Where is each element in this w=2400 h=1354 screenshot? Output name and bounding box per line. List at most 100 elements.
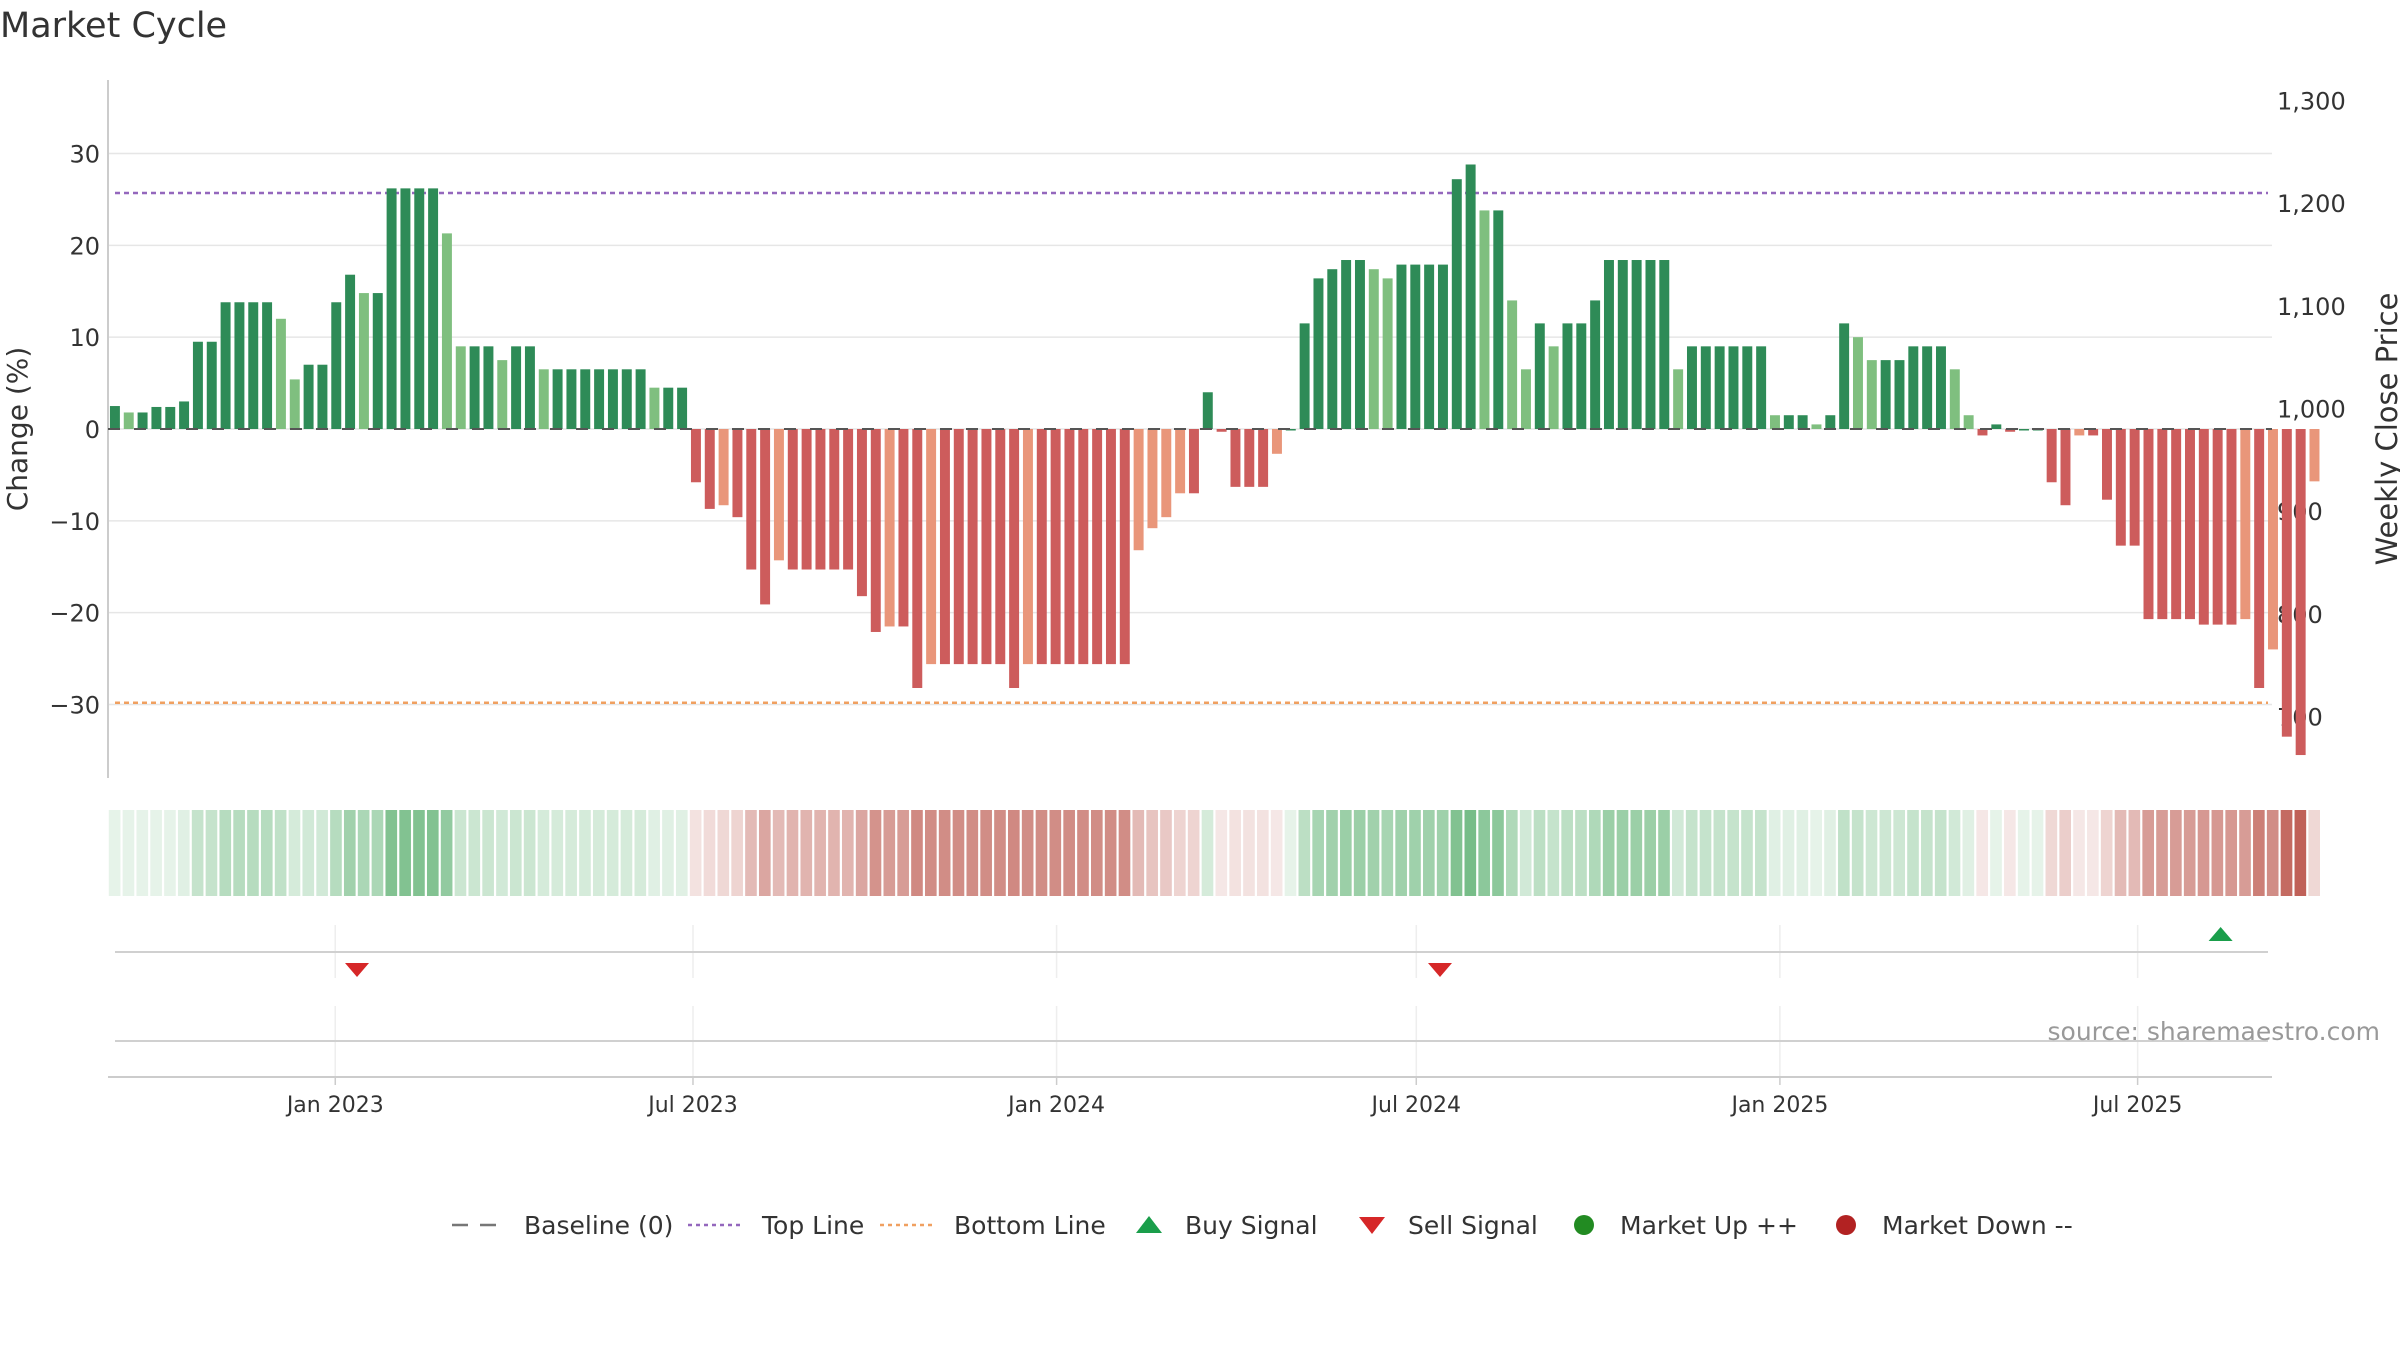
bar <box>677 387 688 429</box>
cycle-cell <box>2100 810 2113 896</box>
bar <box>151 406 162 429</box>
bar <box>773 429 784 561</box>
y-tick-label: −20 <box>49 600 100 628</box>
source-text: source: sharemaestro.com <box>2048 1017 2381 1046</box>
y-tick-label: −10 <box>49 508 100 536</box>
cycle-cell <box>247 810 259 896</box>
cycle-cell <box>1312 810 1324 896</box>
bar <box>1714 346 1725 429</box>
sell-signal-marker <box>345 963 370 977</box>
bar <box>1645 260 1656 429</box>
cycle-cell <box>1174 810 1186 896</box>
bar <box>1562 323 1573 429</box>
bar <box>2129 429 2140 546</box>
legend-label: Baseline (0) <box>524 1211 673 1240</box>
cycle-cell <box>772 810 785 896</box>
bar <box>1396 264 1407 429</box>
cycle-cell <box>1021 810 1034 896</box>
cycle-cell <box>1713 810 1726 896</box>
bar <box>1603 260 1614 429</box>
bar <box>2185 429 2195 620</box>
bar <box>870 429 881 632</box>
bar <box>1783 415 1794 429</box>
cycle-cell <box>1741 810 1753 896</box>
cycle-cell <box>1464 810 1477 896</box>
cycle-cell <box>1284 810 1297 896</box>
cycle-cell <box>731 810 743 896</box>
legend-label: Bottom Line <box>954 1211 1106 1240</box>
cycle-cell <box>980 810 992 896</box>
cycle-cell <box>1326 810 1338 896</box>
cycle-cell <box>1630 810 1643 896</box>
x-tick-label: Jul 2023 <box>646 1093 738 1118</box>
bar <box>1022 429 1033 665</box>
bar <box>483 346 494 429</box>
y-tick-label: 0 <box>85 416 100 444</box>
cycle-cell <box>1381 810 1394 896</box>
buy-signal-marker <box>2208 927 2233 941</box>
bar <box>289 379 300 429</box>
bar <box>690 429 701 483</box>
bar <box>1410 264 1421 429</box>
bar <box>663 387 674 429</box>
bar <box>1797 415 1808 429</box>
cycle-cell <box>1353 810 1366 896</box>
cycle-cell <box>1907 810 1919 896</box>
bar <box>1299 323 1310 429</box>
cycle-cell <box>2280 810 2293 896</box>
cycle-cell <box>2045 810 2058 896</box>
bar <box>1092 429 1103 665</box>
legend-circle-icon <box>1836 1215 1856 1235</box>
bar <box>1064 429 1075 665</box>
cycle-cell <box>2225 810 2238 896</box>
bar-series <box>109 164 2320 756</box>
cycle-cell <box>869 810 882 896</box>
cycle-cell <box>565 810 577 896</box>
bar <box>1341 260 1352 429</box>
cycle-cell <box>523 810 536 896</box>
cycle-cell <box>2156 810 2168 896</box>
cycle-cell <box>1658 810 1670 896</box>
bar <box>760 429 771 605</box>
cycle-cell <box>814 810 826 896</box>
legend-buy-icon <box>1136 1216 1162 1233</box>
cycle-cell <box>1132 810 1145 896</box>
bar <box>2102 429 2112 500</box>
bar <box>2309 429 2320 482</box>
cycle-cell <box>1851 810 1864 896</box>
bar <box>1244 429 1255 487</box>
cycle-cell <box>551 810 564 896</box>
cycle-cell <box>841 810 854 896</box>
bar <box>2268 429 2278 650</box>
cycle-cell <box>994 810 1006 896</box>
bar <box>718 429 729 506</box>
cycle-cell <box>2294 810 2307 896</box>
cycle-cell <box>1575 810 1587 896</box>
bar <box>137 412 148 429</box>
cycle-cell <box>2142 810 2155 896</box>
bar <box>1756 346 1767 429</box>
cycle-cell <box>1104 810 1117 896</box>
bar <box>1424 264 1435 429</box>
bar <box>1728 346 1739 429</box>
cycle-cell <box>1810 810 1822 896</box>
cycle-cell <box>1201 810 1214 896</box>
bar <box>123 412 134 429</box>
cycle-cell <box>855 810 868 896</box>
cycle-cell <box>1589 810 1601 896</box>
bar <box>1285 429 1296 431</box>
cycle-cell <box>1506 810 1518 896</box>
cycle-cell <box>662 810 674 896</box>
bar <box>1686 346 1697 429</box>
bar <box>1368 269 1379 429</box>
cycle-cell <box>1727 810 1739 896</box>
cycle-cell <box>1077 810 1089 896</box>
bar <box>275 318 286 429</box>
cycle-cell <box>1519 810 1532 896</box>
cycle-cell <box>675 810 688 896</box>
cycle-cell <box>1755 810 1767 896</box>
bar <box>331 302 342 429</box>
bar <box>1908 346 1919 429</box>
cycle-cell <box>1160 810 1172 896</box>
bar <box>2115 429 2126 546</box>
